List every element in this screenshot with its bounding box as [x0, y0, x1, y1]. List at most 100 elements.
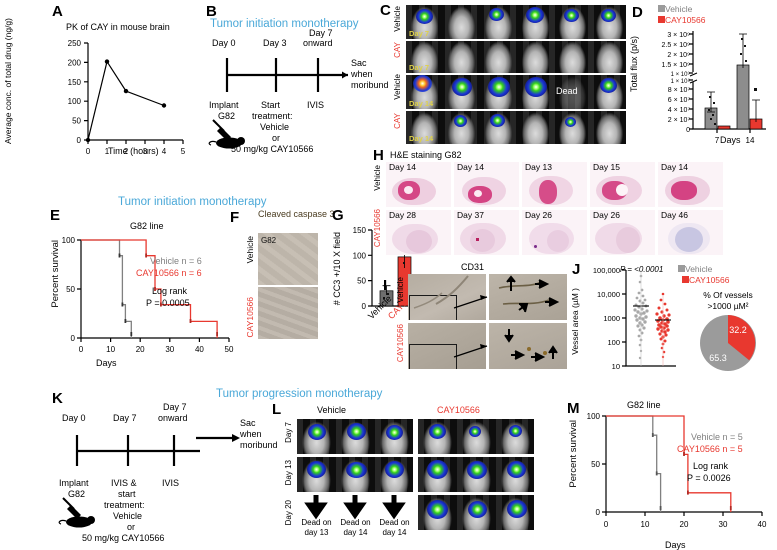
panel-a-plot: 250 200 150 100 50 0 0 1 2 3 4 5 [68, 39, 186, 156]
mouse-injection-icon [58, 497, 95, 528]
panel-k-arrow [196, 434, 240, 442]
he-image: Day 14 [658, 162, 723, 207]
panel-b: B Tumor initiation monotherapy Day 0 Day… [190, 0, 389, 160]
legend-swatch-vehicle [658, 5, 665, 12]
section-title-progression: Tumor progression monotherapy [216, 388, 383, 400]
svg-text:10,000: 10,000 [597, 290, 620, 299]
panel-c-rowlabel-3: CAY [393, 113, 402, 129]
svg-text:1 × 10⁹: 1 × 10⁹ [671, 71, 691, 78]
panel-c-dead-label: Dead [556, 86, 578, 96]
svg-text:10: 10 [641, 520, 650, 529]
he-day: Day 46 [661, 210, 688, 220]
svg-text:100: 100 [587, 412, 601, 421]
panel-k-end-label: Sac when moribund [240, 418, 278, 450]
panel-m-vehicle-n: Vehicle n = 5 [691, 432, 743, 442]
panel-l-dead-note-1: Dead on day 14 [340, 518, 371, 537]
svg-text:100: 100 [68, 97, 82, 106]
he-day: Day 15 [593, 162, 620, 172]
panel-l: L Vehicle CAY10566 Day 7 Day 13 Day 20 D… [272, 402, 572, 550]
panel-b-bottom-6: 50 mg/kg CAY10566 [231, 144, 314, 154]
he-day: Day 14 [457, 162, 484, 172]
panel-f-rowlabel-1: CAY10566 [245, 297, 255, 338]
svg-text:3: 3 [143, 147, 148, 156]
panel-j-pvalue: P = <0.0001 [620, 265, 664, 274]
legend-swatch-cay [658, 16, 665, 23]
panel-e-pvalue: P = 0.0005 [146, 298, 190, 308]
svg-text:100: 100 [62, 236, 76, 245]
ivis-row-vehicle-day7: Day 7 [406, 5, 626, 39]
ivis-row-vehicle-day14: Dead Day 14 [406, 75, 626, 109]
panel-k-toplabel-0: Day 0 [62, 413, 86, 423]
svg-text:40: 40 [195, 345, 204, 354]
panel-m-plot: 100 50 0 0 10 20 30 40 [587, 412, 767, 529]
panel-d-legend-cay: CAY10566 [658, 15, 705, 25]
panel-k-bottom-1: G82 [68, 489, 86, 499]
legend-swatch-cay [682, 276, 689, 283]
panel-a: A PK of CAY in mouse brain Average conc.… [0, 0, 190, 160]
svg-text:2.5 × 10⁹: 2.5 × 10⁹ [662, 42, 691, 49]
svg-text:2: 2 [124, 147, 129, 156]
panel-k-letter: K [52, 390, 63, 407]
ihc-image-vehicle: G82 [258, 233, 318, 285]
panel-k-toplabel-3: onward [158, 413, 188, 423]
cd31-overview-vehicle [408, 274, 486, 320]
panel-c-daytag-1: Day 7 [409, 63, 430, 72]
panel-c-rowlabel-0: Vehicle [393, 6, 402, 32]
panel-b-toplabel-0: Day 0 [212, 38, 236, 48]
pie-label-vehicle: 65.3 [709, 353, 727, 363]
svg-text:20: 20 [136, 345, 145, 354]
panel-k-bottom-7: 50 mg/kg CAY10566 [82, 533, 165, 543]
panel-l-rowlabel-1: Day 13 [284, 460, 293, 486]
panel-l-letter: L [272, 401, 282, 418]
panel-k: K Day 0 Day 7 Day 7 onward Implant G82 I… [0, 388, 200, 550]
panel-m-letter: M [567, 400, 580, 417]
ihc-image-cay [258, 287, 318, 339]
panel-l-rowlabel-2: Day 20 [284, 500, 293, 526]
svg-text:5: 5 [181, 147, 186, 156]
svg-text:6 × 10⁷: 6 × 10⁷ [668, 97, 691, 104]
panel-g-plot: 150 100 50 0 * [353, 226, 418, 311]
he-day: Day 14 [661, 162, 688, 172]
panel-b-title: Tumor initiation monotherapy [210, 18, 359, 30]
panel-g: G # CC3 +/10 X field 150 100 50 0 * Vehi… [330, 206, 440, 360]
svg-text:150: 150 [68, 78, 82, 87]
ivis-cay-day7 [418, 419, 534, 454]
panel-e-xlabel: Days [96, 358, 117, 368]
panel-k-end: Sac when moribund [196, 415, 278, 475]
he-day: Day 14 [389, 162, 416, 172]
panel-d-xlabel: Days [720, 135, 741, 145]
panel-a-letter: A [52, 3, 63, 20]
panel-b-bottom-1: G82 [218, 111, 236, 121]
panel-c-letter: C [380, 2, 391, 19]
svg-text:7: 7 [715, 136, 720, 145]
panel-e-vehicle-n: Vehicle n = 6 [150, 256, 202, 266]
svg-text:0: 0 [362, 302, 367, 311]
he-image: Day 46 [658, 210, 723, 255]
pie-slice-cay [728, 315, 756, 361]
svg-text:50: 50 [591, 460, 600, 469]
he-day: Day 26 [593, 210, 620, 220]
panel-j-legend-vehicle: Vehicle [678, 264, 712, 274]
panel-c: C Vehicle CAY Vehicle CAY Day 7 Day 7 [378, 0, 630, 148]
panel-j: J Vessel area (µM ) P = <0.0001 Vehicle … [570, 262, 777, 374]
panel-m-cay-n: CAY10566 n = 5 [677, 444, 743, 454]
svg-text:0: 0 [686, 127, 690, 134]
panel-d-legend-vehicle: Vehicle [658, 4, 692, 14]
panel-h: H H&E staining G82 Vehicle CAY10566 Day … [370, 148, 777, 260]
svg-text:40: 40 [758, 520, 767, 529]
he-day: Day 26 [525, 210, 552, 220]
panel-i-rowlabel-1: CAY10566 [396, 324, 405, 363]
panel-k-toplabel-1: Day 7 [113, 413, 137, 423]
panel-e-cay-n: CAY10566 n = 6 [136, 268, 202, 278]
cd31-zoom-vehicle [489, 274, 567, 320]
section-title-initiation-2: Tumor initiation monotherapy [118, 196, 267, 208]
survival-curve-cay [606, 415, 732, 512]
panel-e-letter: E [50, 207, 61, 224]
panel-m: M G82 line Percent survival 100 50 0 0 1… [565, 398, 777, 550]
svg-text:4 × 10⁷: 4 × 10⁷ [668, 107, 691, 114]
svg-text:2 × 10⁷: 2 × 10⁷ [668, 117, 691, 124]
panel-i: I CD31 Vehicle CAY10566 [383, 262, 583, 372]
svg-text:0: 0 [77, 136, 82, 145]
svg-text:1 × 10⁸: 1 × 10⁸ [671, 78, 691, 85]
panel-a-title: PK of CAY in mouse brain [66, 22, 170, 32]
